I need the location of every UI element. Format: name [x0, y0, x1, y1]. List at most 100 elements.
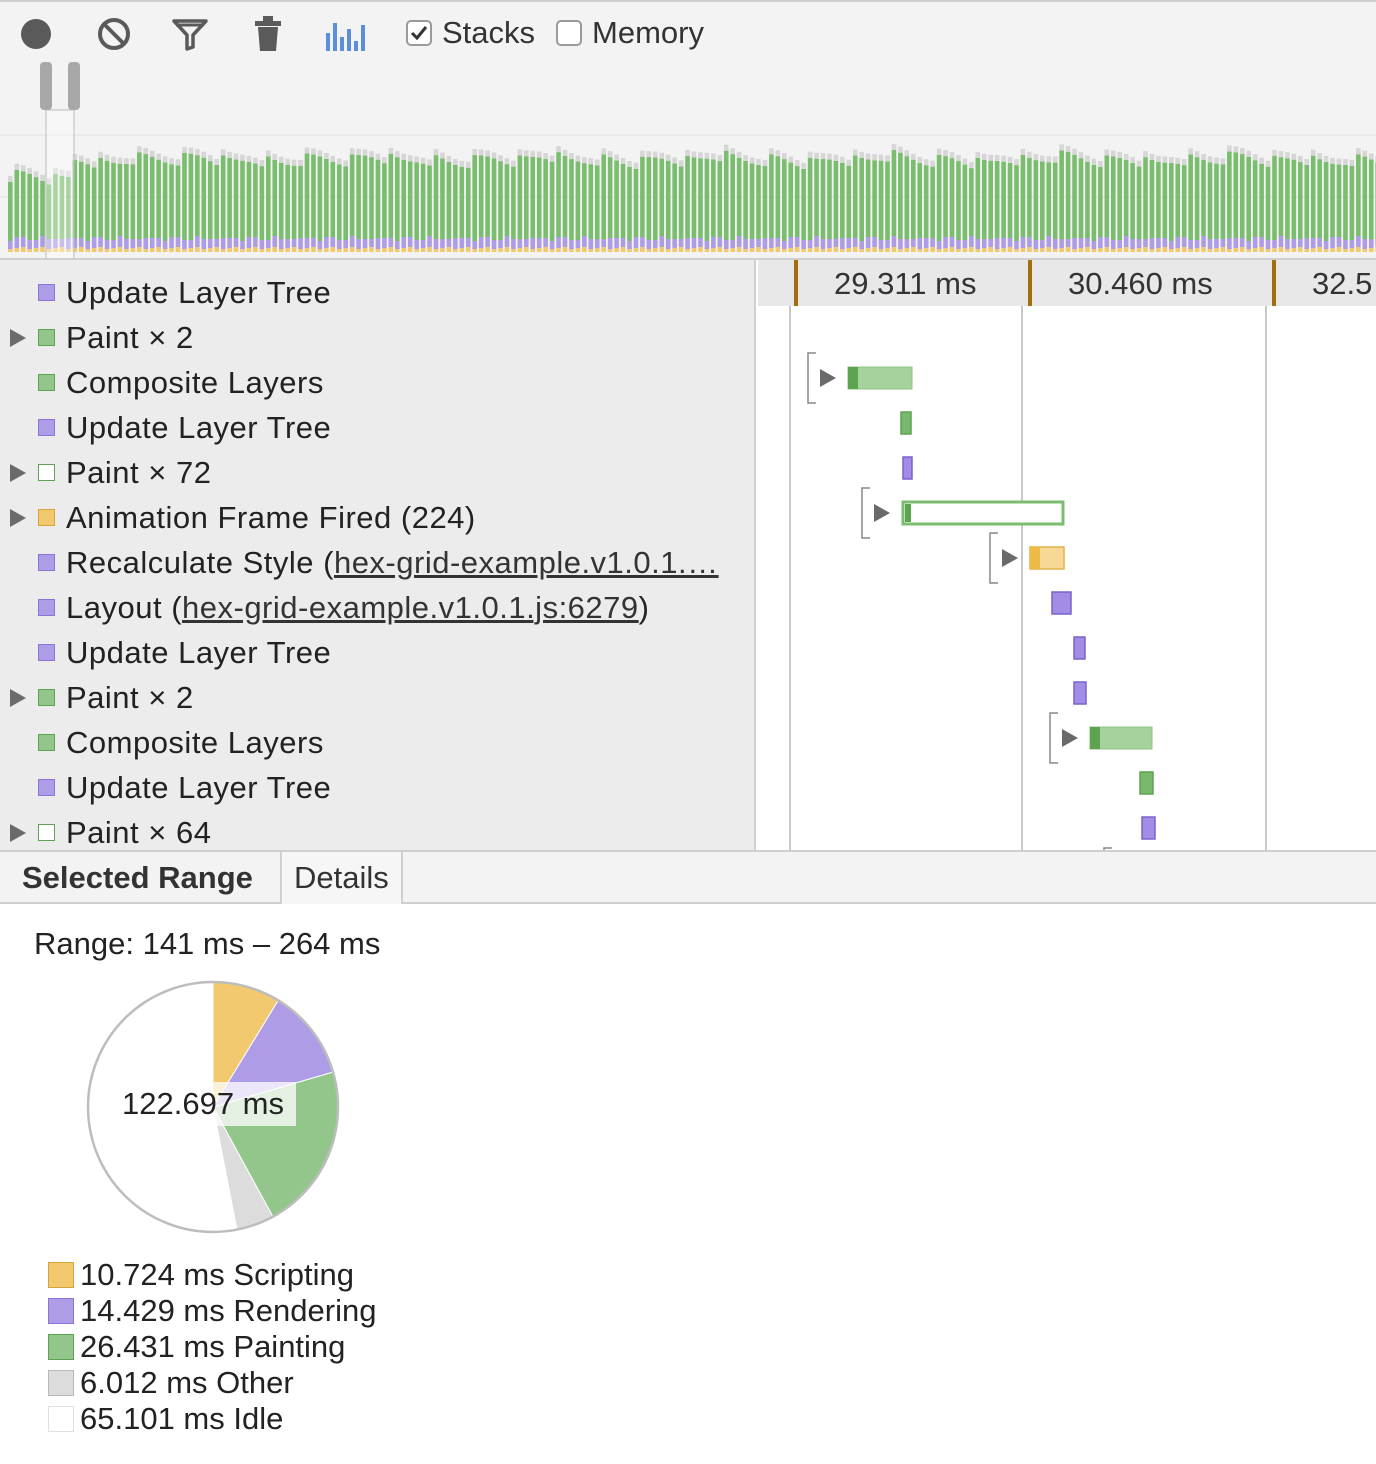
range-handle-right[interactable] — [68, 62, 80, 110]
overview-rendering-bar — [704, 241, 710, 249]
tree-row[interactable]: Composite Layers — [0, 360, 754, 405]
legend-label: Other — [216, 1365, 294, 1400]
trash-button[interactable] — [248, 14, 288, 54]
overview-painting-bar — [1065, 152, 1071, 239]
range-handle-left[interactable] — [40, 62, 52, 110]
source-link[interactable]: hex-grid-example.v1.0.1.js:6279 — [182, 589, 639, 625]
tree-row[interactable]: Recalculate Style (hex-grid-example.v1.0… — [0, 540, 754, 585]
tree-row[interactable]: Update Layer Tree — [0, 270, 754, 315]
overview-other-bar — [820, 153, 826, 160]
overview-painting-bar — [659, 158, 665, 236]
overview-painting-bar — [820, 159, 826, 239]
tree-row[interactable]: Paint × 72 — [0, 450, 754, 495]
tree-row[interactable]: Layout (hex-grid-example.v1.0.1.js:6279) — [0, 585, 754, 630]
timeline-overview[interactable] — [0, 62, 1376, 260]
overview-other-bar — [827, 153, 832, 160]
overview-painting-bar — [1259, 163, 1264, 237]
charts-button[interactable] — [326, 14, 366, 54]
overview-rendering-bar — [1310, 238, 1316, 248]
overview-scripting-bar — [885, 248, 890, 252]
legend-item: 10.724 ms Scripting — [48, 1257, 354, 1292]
event-bar-head — [1090, 727, 1100, 749]
clear-button[interactable] — [94, 14, 134, 54]
overview-scripting-bar — [988, 247, 993, 252]
overview-other-bar — [607, 151, 613, 158]
tab-details[interactable]: Details — [280, 852, 403, 904]
overview-painting-bar — [324, 158, 329, 237]
overview-rendering-bar — [582, 236, 587, 247]
overview-scripting-bar — [930, 247, 935, 252]
overview-rendering-bar — [930, 238, 935, 247]
overview-rendering-bar — [1052, 239, 1058, 249]
tree-row[interactable]: Animation Frame Fired (224) — [0, 495, 754, 540]
tree-row[interactable]: Composite Layers — [0, 720, 754, 765]
source-link[interactable]: hex-grid-example.v1.0.1.… — [333, 544, 719, 580]
tree-row[interactable]: Update Layer Tree — [0, 405, 754, 450]
expand-arrow-icon[interactable] — [10, 463, 26, 482]
expand-arrow-icon[interactable] — [10, 508, 26, 527]
group-bracket — [1103, 847, 1112, 850]
expand-arrow-icon[interactable] — [10, 823, 26, 842]
overview-scripting-bar — [756, 247, 761, 252]
overview-rendering-bar — [343, 240, 348, 248]
overview-rendering-bar — [66, 238, 71, 249]
overview-rendering-bar — [137, 239, 142, 247]
expand-arrow-icon[interactable] — [10, 328, 26, 347]
overview-painting-bar — [904, 156, 910, 239]
overview-scripting-bar — [878, 249, 884, 252]
overview-scripting-bar — [1291, 248, 1297, 252]
ruler-tick-label: 30.460 ms — [1068, 266, 1213, 301]
overview-painting-bar — [923, 165, 929, 238]
tree-row[interactable]: Paint × 2 — [0, 315, 754, 360]
overview-scripting-bar — [1207, 249, 1213, 252]
overview-other-bar — [459, 160, 465, 167]
overview-scripting-bar — [195, 247, 200, 252]
overview-painting-bar — [414, 162, 419, 240]
tree-row[interactable]: Paint × 2 — [0, 675, 754, 720]
overview-painting-bar — [801, 168, 806, 240]
overview-scripting-bar — [807, 248, 813, 252]
overview-painting-bar — [852, 155, 858, 238]
memory-checkbox[interactable]: Memory — [556, 14, 704, 52]
overview-other-bar — [736, 151, 742, 158]
overview-scripting-bar — [201, 249, 207, 252]
overview-painting-bar — [1104, 155, 1110, 237]
overview-rendering-bar — [253, 237, 258, 247]
overview-rendering-bar — [923, 238, 929, 248]
time-ruler: 29.311 ms 30.460 ms 32.5 — [758, 260, 1376, 306]
overview-other-bar — [395, 151, 400, 158]
overview-painting-bar — [1078, 158, 1084, 238]
record-button[interactable] — [16, 14, 56, 54]
filter-button[interactable] — [170, 14, 210, 54]
overview-painting-bar — [917, 162, 923, 238]
overview-scripting-bar — [1368, 248, 1374, 252]
overview-rendering-bar — [1027, 237, 1032, 247]
expand-arrow-icon[interactable] — [10, 688, 26, 707]
stacks-checkbox[interactable]: Stacks — [406, 14, 535, 52]
overview-other-bar — [917, 156, 923, 163]
overview-painting-bar — [1130, 163, 1135, 239]
stacks-checkbox-box[interactable] — [406, 20, 432, 46]
overview-rendering-bar — [1239, 238, 1245, 247]
overview-other-bar — [975, 151, 981, 158]
tree-row[interactable]: Paint × 64 — [0, 810, 754, 850]
overview-painting-bar — [285, 164, 290, 239]
overview-rendering-bar — [891, 236, 897, 247]
overview-rendering-bar — [182, 240, 187, 249]
overview-other-bar — [304, 147, 310, 154]
tab-selected-range[interactable]: Selected Range — [22, 860, 253, 895]
overview-other-bar — [291, 159, 297, 166]
overview-painting-bar — [182, 152, 187, 240]
overview-rendering-bar — [169, 237, 174, 248]
legend-swatch — [48, 1262, 74, 1288]
tree-row-label: Animation Frame Fired (224) — [66, 500, 476, 536]
flame-chart-panel[interactable]: 29.311 ms 30.460 ms 32.5 — [758, 260, 1376, 850]
overview-rendering-bar — [562, 237, 568, 247]
memory-checkbox-box[interactable] — [556, 20, 582, 46]
overview-scripting-bar — [388, 247, 394, 252]
overview-painting-bar — [459, 166, 465, 238]
tree-row[interactable]: Update Layer Tree — [0, 630, 754, 675]
overview-scripting-bar — [594, 248, 600, 252]
overview-painting-bar — [130, 164, 136, 239]
tree-row[interactable]: Update Layer Tree — [0, 765, 754, 810]
